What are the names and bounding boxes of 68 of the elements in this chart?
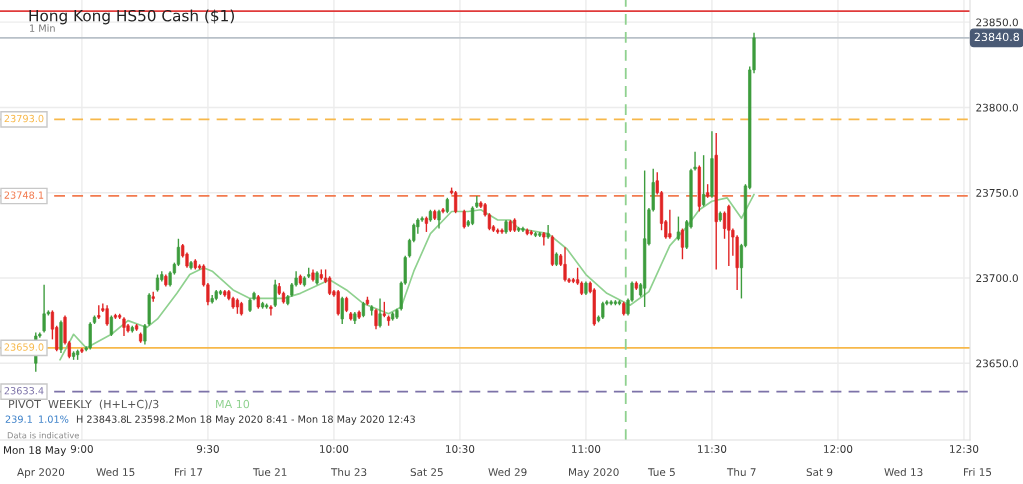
- candlestick: [109, 314, 113, 337]
- candlestick: [546, 224, 550, 240]
- text: Hong Kong HS50 Cash ($1): [29, 9, 234, 25]
- text: Wed 13: [884, 467, 923, 477]
- candlestick: [328, 275, 332, 296]
- ref-line-label: 23840.8: [974, 32, 1020, 42]
- candlestick: [680, 227, 685, 260]
- text: Fri 17: [175, 467, 203, 476]
- text: Sat 9: [806, 468, 833, 477]
- y-tick-label: 23650.0: [976, 359, 1018, 368]
- text: Sat 25: [410, 468, 443, 477]
- candlestick: [269, 304, 273, 317]
- x-tick-label: 12:30: [950, 445, 979, 453]
- candlestick: [722, 210, 727, 240]
- candlestick: [462, 209, 466, 230]
- y-tick-label: 23800.0: [976, 103, 1018, 112]
- candlestick: [88, 321, 92, 351]
- text: Wed 29: [488, 467, 527, 477]
- candlestick: [273, 278, 277, 308]
- x-tick-label: 11:30: [698, 445, 727, 453]
- line-series: [59, 193, 755, 361]
- text: Tue 21: [252, 468, 287, 477]
- candlestick: [374, 307, 378, 330]
- candlestick: [340, 296, 344, 325]
- candlestick: [727, 203, 731, 267]
- candlestick: [563, 246, 567, 283]
- candlestick: [470, 205, 475, 226]
- annotation: Mon 18 May 2020 8:41 - Mon 18 May 2020 12:43: [176, 415, 415, 425]
- candlestick: [542, 231, 546, 247]
- text: Wed 15: [96, 467, 135, 477]
- candlestick: [676, 215, 681, 242]
- text: Fri 15: [964, 467, 992, 477]
- text: MA 10: [216, 399, 250, 409]
- text: May 2020: [569, 468, 619, 479]
- ref-line-label: 23793.0: [4, 114, 44, 123]
- ref-line-label: 23659.0: [4, 343, 44, 351]
- candlestick: [668, 209, 672, 240]
- candlestick: [105, 304, 109, 327]
- annotation: 239.1: [5, 415, 32, 423]
- candlestick: [437, 209, 441, 230]
- y-tick-label: 23700.0: [976, 274, 1018, 283]
- x-tick-label: 10:00: [320, 445, 349, 453]
- ref-line-label: 23633.4: [4, 387, 44, 395]
- annotation: PIVOT WEEKLY (H+L+C)/3: [9, 399, 159, 410]
- text: Mon 18 May: [4, 446, 67, 457]
- candlestick: [122, 316, 126, 337]
- text: 1 Min: [30, 24, 55, 32]
- x-tick-label: 9:30: [196, 445, 219, 453]
- candlestick: [454, 190, 458, 214]
- candlestick: [42, 284, 46, 334]
- y-tick-label: 23850.0: [976, 18, 1018, 27]
- text: Thu 7: [726, 467, 756, 477]
- annotation: L 23598.2: [126, 415, 174, 423]
- candlestick: [336, 289, 340, 317]
- annotation: Data is indicative: [7, 431, 79, 439]
- annotation: 1.01%: [39, 415, 69, 423]
- x-tick-label: 12:00: [824, 445, 853, 453]
- ref-line-label: 23748.1: [4, 191, 44, 199]
- text: Thu 23: [330, 467, 367, 477]
- text: Apr 2020: [17, 468, 65, 479]
- x-tick-label: 10:30: [446, 445, 475, 453]
- candlestick: [378, 297, 382, 329]
- candlestick: [702, 154, 706, 208]
- x-tick-label: 9:00: [70, 445, 93, 453]
- annotation: H 23843.8: [76, 415, 126, 423]
- x-tick-label: 11:00: [572, 445, 601, 453]
- y-tick-label: 23750.0: [976, 188, 1018, 197]
- text: Tue 5: [647, 468, 675, 477]
